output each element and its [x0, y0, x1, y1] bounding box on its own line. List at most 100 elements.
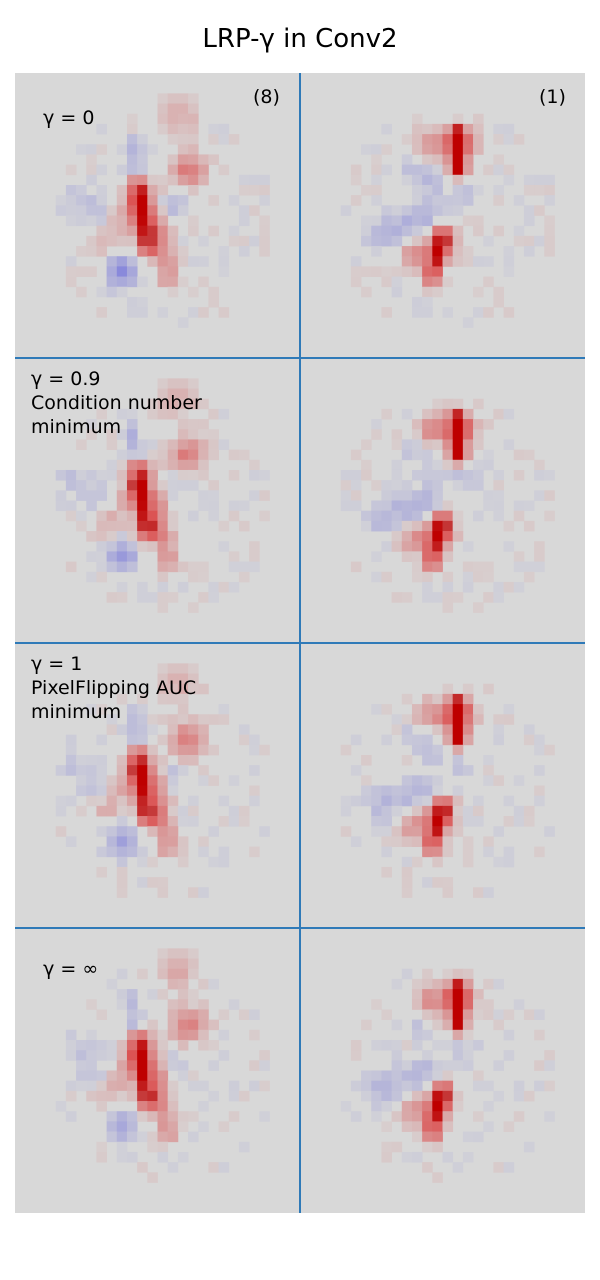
heatmap-pixel — [238, 520, 250, 532]
heatmap-pixel — [126, 846, 138, 858]
heatmap-pixel — [147, 1060, 158, 1071]
heatmap-pixel — [432, 174, 443, 186]
heatmap-eight-g3 — [55, 948, 270, 1183]
heatmap-pixel — [96, 1101, 108, 1112]
heatmap-pixel — [381, 836, 393, 847]
heatmap-pixel — [188, 1029, 199, 1041]
heatmap-pixel — [462, 195, 474, 206]
heatmap-pixel — [157, 195, 169, 206]
heatmap-pixel — [96, 246, 108, 257]
heatmap-pixel — [493, 480, 504, 491]
heatmap-one-g1 — [340, 398, 555, 613]
heatmap-pixel — [249, 765, 260, 776]
heatmap-pixel — [361, 775, 372, 786]
heatmap-pixel — [462, 989, 474, 1000]
heatmap-pixel — [371, 154, 382, 166]
heatmap-pixel — [513, 581, 525, 593]
heatmap-pixel — [198, 439, 209, 451]
heatmap-pixel — [544, 744, 555, 756]
heatmap-pixel — [523, 500, 535, 512]
heatmap-pixel — [208, 123, 219, 135]
heatmap-pixel — [249, 469, 260, 481]
heatmap-pixel — [167, 775, 179, 786]
heatmap-pixel — [137, 1070, 148, 1082]
heatmap-pixel — [126, 775, 138, 786]
heatmap-pixel — [96, 734, 108, 746]
heatmap-pixel — [167, 1019, 179, 1031]
heatmap-pixel — [534, 469, 545, 481]
heatmap-pixel — [137, 215, 148, 227]
heatmap-pixel — [86, 164, 97, 176]
heatmap-pixel — [473, 419, 484, 430]
heatmap-pixel — [259, 246, 270, 257]
heatmap-pixel — [544, 174, 555, 186]
heatmap-pixel — [126, 225, 138, 237]
heatmap-pixel — [432, 123, 443, 135]
heatmap-pixel — [147, 449, 158, 461]
heatmap-pixel — [65, 744, 77, 756]
heatmap-pixel — [76, 439, 87, 451]
heatmap-pixel — [147, 775, 158, 786]
heatmap-pixel — [452, 816, 464, 827]
heatmap-pixel — [157, 541, 169, 552]
heatmap-pixel — [391, 805, 403, 817]
heatmap-pixel — [137, 1090, 148, 1102]
heatmap-pixel — [106, 276, 118, 288]
heatmap-pixel — [177, 408, 189, 420]
heatmap-pixel — [391, 500, 403, 512]
heatmap-pixel — [544, 510, 555, 522]
heatmap-pixel — [371, 144, 382, 155]
heatmap-pixel — [126, 1060, 138, 1071]
heatmap-pixel — [442, 123, 454, 135]
heatmap-pixel — [534, 846, 545, 858]
heatmap-pixel — [401, 1151, 413, 1163]
heatmap-pixel — [167, 123, 179, 135]
heatmap-r2-c0 — [15, 643, 300, 928]
heatmap-pixel — [76, 785, 87, 797]
heatmap-pixel — [106, 531, 118, 542]
heatmap-pixel — [493, 1060, 504, 1071]
heatmap-pixel — [381, 1090, 393, 1102]
heatmap-pixel — [137, 459, 148, 471]
heatmap-pixel — [432, 490, 443, 501]
heatmap-pixel — [442, 205, 454, 216]
heatmap-pixel — [198, 724, 209, 736]
heatmap-pixel — [116, 592, 128, 603]
heatmap-pixel — [523, 734, 535, 746]
heatmap-pixel — [534, 785, 545, 797]
heatmap-pixel — [259, 744, 270, 756]
heatmap-pixel — [432, 1009, 443, 1021]
heatmap-pixel — [483, 683, 494, 695]
heatmap-pixel — [177, 724, 189, 736]
heatmap-pixel — [493, 134, 504, 145]
heatmap-pixel — [137, 1060, 148, 1071]
heatmap-pixel — [147, 765, 158, 776]
heatmap-pixel — [147, 520, 158, 532]
heatmap-pixel — [126, 256, 138, 267]
heatmap-pixel — [198, 1039, 209, 1051]
heatmap-pixel — [432, 276, 443, 288]
heatmap-pixel — [452, 1101, 464, 1112]
heatmap-pixel — [76, 1070, 87, 1082]
heatmap-pixel — [96, 541, 108, 552]
heatmap-pixel — [86, 429, 97, 440]
heatmap-pixel — [198, 1009, 209, 1021]
heatmap-pixel — [188, 93, 199, 104]
heatmap-pixel — [381, 1080, 393, 1092]
heatmap-pixel — [167, 205, 179, 216]
heatmap-pixel — [462, 1029, 474, 1041]
heatmap-pixel — [503, 581, 515, 593]
row-label-gamma-inf: γ = ∞ — [31, 933, 98, 981]
heatmap-pixel — [147, 826, 158, 837]
heatmap-pixel — [350, 276, 362, 288]
heatmap-pixel — [422, 541, 433, 552]
heatmap-pixel — [462, 836, 474, 847]
heatmap-pixel — [147, 856, 158, 868]
heatmap-pixel — [218, 846, 230, 858]
heatmap-pixel — [126, 296, 138, 308]
heatmap-pixel — [462, 144, 474, 155]
heatmap-pixel — [462, 683, 474, 695]
heatmap-pixel — [198, 887, 209, 898]
heatmap-pixel — [177, 978, 189, 990]
heatmap-pixel — [371, 419, 382, 430]
